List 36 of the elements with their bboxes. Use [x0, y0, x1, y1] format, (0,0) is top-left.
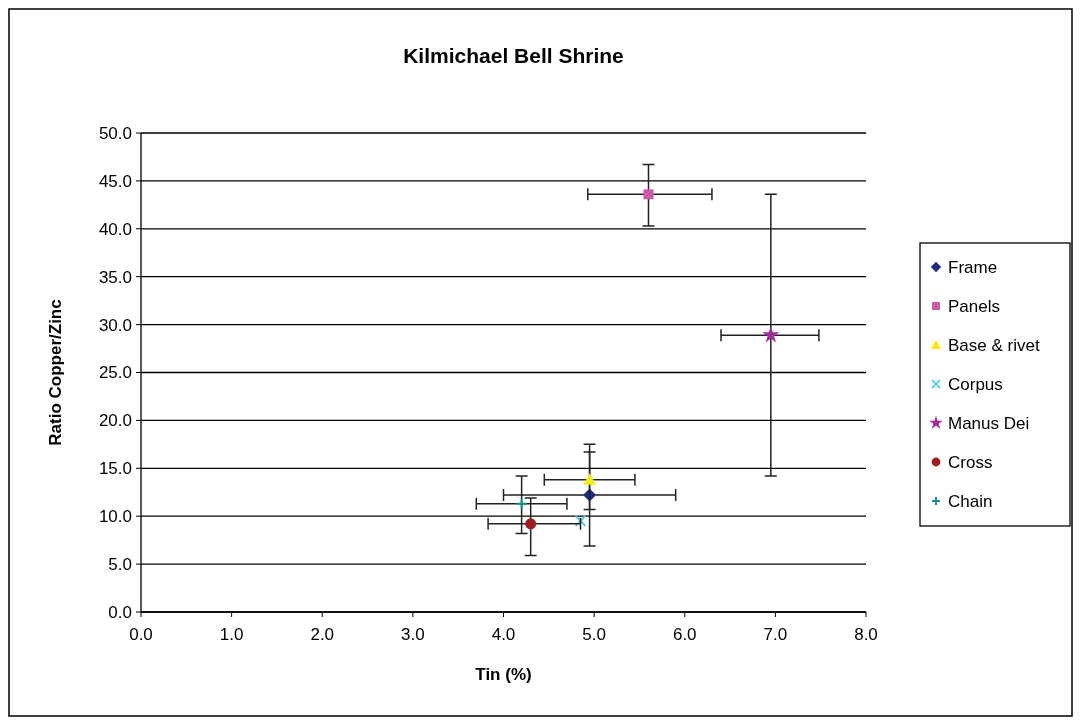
y-tick-label: 5.0 [108, 555, 132, 575]
point [643, 189, 654, 200]
y-tick-label: 10.0 [98, 507, 132, 527]
legend-label: Frame [948, 257, 998, 277]
y-axis-title: Ratio Copper/Zinc [46, 299, 65, 446]
point [583, 473, 597, 485]
y-tick-label: 0.0 [108, 602, 132, 622]
point [515, 497, 528, 510]
x-tick-label: 2.0 [310, 625, 335, 644]
legend-label: Corpus [948, 374, 1003, 394]
x-axis-title: Tin (%) [475, 665, 532, 684]
legend-label: Base & rivet [948, 335, 1040, 355]
y-tick-label: 15.0 [98, 459, 132, 479]
legend-label: Panels [948, 296, 1000, 316]
y-tick-label: 45.0 [98, 171, 132, 191]
y-tick-label: 40.0 [98, 219, 132, 239]
point [762, 326, 780, 343]
y-tick-label: 25.0 [98, 363, 132, 383]
x-tick-label: 6.0 [672, 625, 697, 644]
x-tick-label: 0.0 [129, 625, 153, 644]
x-tick-label: 3.0 [401, 625, 425, 644]
legend-label: Cross [948, 452, 993, 472]
x-tick-label: 8.0 [854, 625, 878, 644]
legend-label: Manus Dei [948, 413, 1030, 433]
x-tick-label: 7.0 [763, 625, 788, 644]
y-tick-label: 20.0 [98, 411, 132, 431]
y-tick-label: 35.0 [98, 267, 132, 287]
y-tick-label: 30.0 [98, 315, 132, 335]
legend-label: Chain [948, 491, 993, 511]
chart-title: Kilmichael Bell Shrine [403, 44, 624, 67]
x-tick-label: 4.0 [491, 625, 516, 644]
y-tick-label: 50.0 [98, 123, 132, 143]
point [525, 518, 537, 530]
x-tick-label: 1.0 [219, 625, 244, 644]
x-tick-label: 5.0 [582, 625, 606, 644]
point [574, 515, 587, 527]
